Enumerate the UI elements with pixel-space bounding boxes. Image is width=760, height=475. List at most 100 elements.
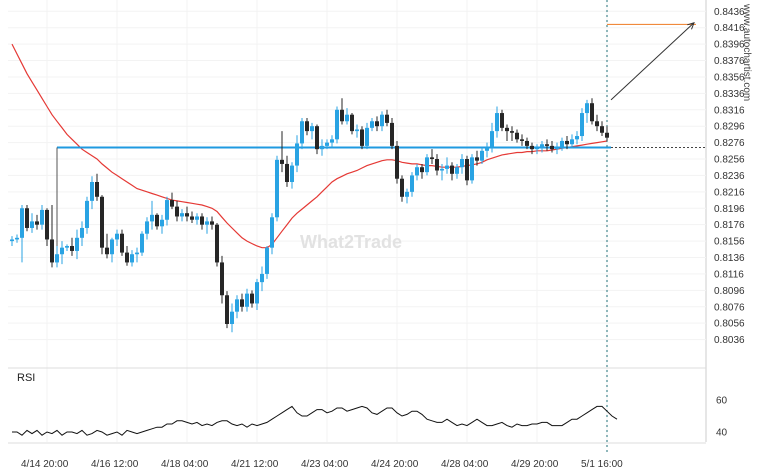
candle-body xyxy=(300,121,304,144)
site-credit: www.autochartist.com xyxy=(741,3,752,101)
candle-body xyxy=(15,237,19,240)
candle-body xyxy=(75,237,79,251)
candle-body xyxy=(185,213,189,217)
candle-body xyxy=(110,239,114,255)
candle-body xyxy=(495,113,499,132)
y-axis: 0.8436 0.8416 0.8396 0.8376 0.8356 0.8336 0.83… xyxy=(714,7,745,346)
candle-body xyxy=(220,262,224,296)
candle-body xyxy=(580,113,584,137)
candle-body xyxy=(600,126,604,133)
y-tick-label: 0.8136 xyxy=(714,253,745,264)
rsi-label: RSI xyxy=(17,372,35,384)
candle-body xyxy=(350,114,354,132)
candle-body xyxy=(20,208,24,238)
candle-body xyxy=(390,122,394,146)
candle-body xyxy=(265,247,269,274)
candle-body xyxy=(420,167,424,173)
candle-body xyxy=(140,233,144,253)
y-tick-label: 0.8236 xyxy=(714,171,745,182)
x-tick-label: 4/16 12:00 xyxy=(91,459,139,470)
candle-body xyxy=(60,247,64,255)
candle-body xyxy=(470,157,474,181)
candle-body xyxy=(25,208,29,228)
y-tick-label: 0.8436 xyxy=(714,7,745,18)
candle-body xyxy=(530,145,534,150)
candle-body xyxy=(465,159,469,181)
projection-arrow xyxy=(610,22,695,101)
candle-body xyxy=(355,129,359,132)
y-tick-label: 0.8356 xyxy=(714,72,745,83)
candle-body xyxy=(415,167,419,176)
candle-body xyxy=(570,139,574,145)
candles xyxy=(10,98,609,333)
candle-body xyxy=(40,209,44,225)
candle-body xyxy=(400,178,404,197)
candle-body xyxy=(195,216,199,220)
candle-body xyxy=(460,159,464,168)
rsi-panel: RSI 60 40 xyxy=(8,367,728,444)
candle-body xyxy=(260,273,264,283)
candle-body xyxy=(490,131,494,148)
candle-body xyxy=(370,121,374,128)
candle-body xyxy=(345,114,349,122)
candle-body xyxy=(445,165,449,169)
candle-body xyxy=(85,200,89,228)
candle-body xyxy=(405,191,409,197)
ma-line xyxy=(11,43,608,249)
candle-body xyxy=(250,293,254,304)
candle-body xyxy=(190,216,194,220)
y-tick-label: 0.8316 xyxy=(714,105,745,116)
candle-body xyxy=(525,140,529,146)
candle-body xyxy=(125,252,129,263)
candle-body xyxy=(425,157,429,173)
x-tick-label: 4/21 12:00 xyxy=(231,459,279,470)
candle-body xyxy=(285,163,289,182)
candle-body xyxy=(150,214,154,222)
candle-body xyxy=(595,121,599,127)
candle-body xyxy=(245,293,249,307)
candle-body xyxy=(120,233,124,253)
candle-body xyxy=(565,140,569,145)
candle-body xyxy=(10,239,14,242)
x-tick-label: 4/24 20:00 xyxy=(371,459,419,470)
x-tick-label: 4/14 20:00 xyxy=(21,459,69,470)
candle-body xyxy=(180,213,184,217)
candle-body xyxy=(80,227,84,238)
candle-body xyxy=(430,157,434,160)
x-tick-label: 4/18 04:00 xyxy=(161,459,209,470)
candle-body xyxy=(290,165,294,182)
y-tick-label: 0.8276 xyxy=(714,138,745,149)
y-tick-label: 0.8216 xyxy=(714,187,745,198)
candle-body xyxy=(545,144,549,146)
candle-body xyxy=(395,145,399,179)
candle-body xyxy=(435,159,439,171)
candle-body xyxy=(310,126,314,132)
candle-body xyxy=(500,113,504,128)
candle-body xyxy=(130,254,134,263)
candle-body xyxy=(305,121,309,132)
x-tick-label: 4/29 20:00 xyxy=(511,459,559,470)
candle-body xyxy=(410,175,414,192)
candle-body xyxy=(230,311,234,324)
candle-body xyxy=(45,209,49,240)
candle-body xyxy=(175,206,179,217)
candle-body xyxy=(155,214,159,227)
candle-body xyxy=(340,109,344,122)
x-tick-label: 4/23 04:00 xyxy=(301,459,349,470)
candle-body xyxy=(535,147,539,150)
candle-body xyxy=(315,126,319,150)
candle-body xyxy=(540,144,544,148)
candle-body xyxy=(145,221,149,234)
candle-body xyxy=(330,139,334,143)
candle-body xyxy=(275,159,279,218)
candle-body xyxy=(585,103,589,114)
candle-body xyxy=(320,145,324,150)
candle-body xyxy=(605,132,609,138)
x-tick-label: 4/28 04:00 xyxy=(441,459,489,470)
y-tick-label: 0.8076 xyxy=(714,302,745,313)
candle-body xyxy=(35,221,39,225)
candle-body xyxy=(385,114,389,123)
candle-body xyxy=(95,182,99,197)
candle-body xyxy=(590,103,594,122)
